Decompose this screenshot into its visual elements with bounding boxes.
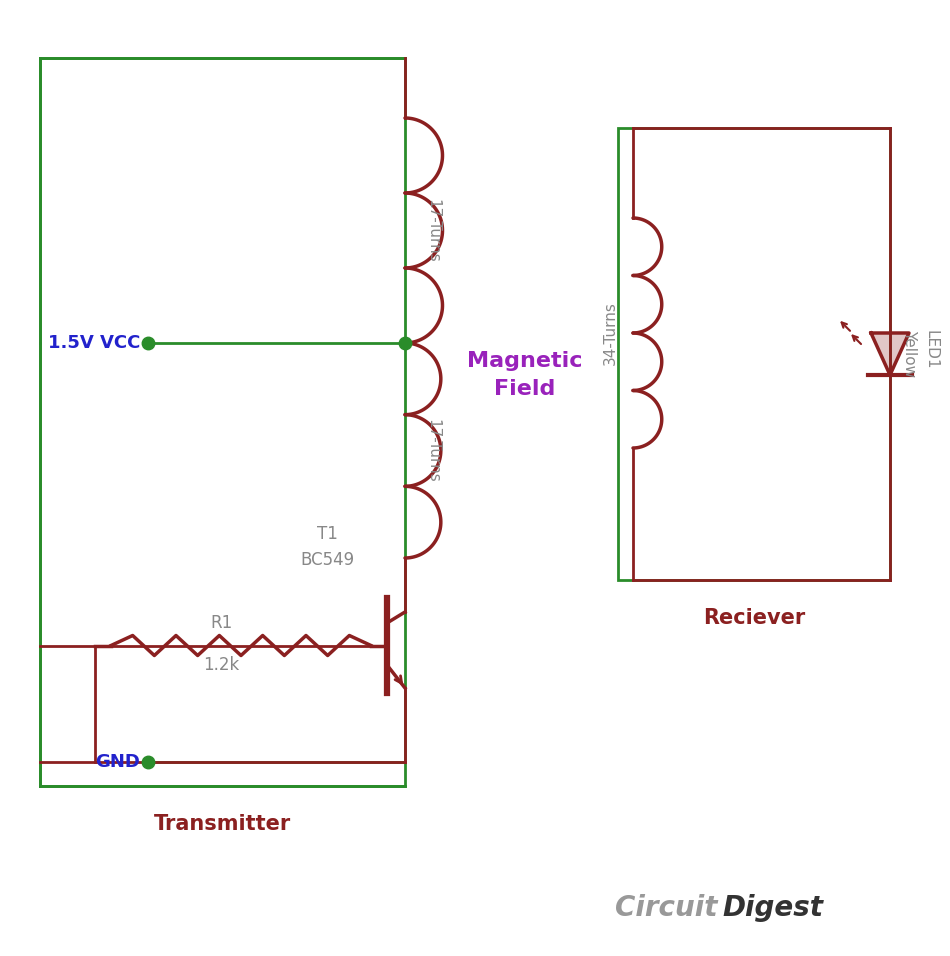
Text: GND: GND — [95, 753, 140, 771]
Text: 1.2k: 1.2k — [203, 657, 239, 675]
Text: Reciever: Reciever — [703, 608, 806, 628]
Text: 1.5V VCC: 1.5V VCC — [48, 334, 140, 352]
Text: Digest: Digest — [722, 894, 823, 922]
Text: Magnetic
Field: Magnetic Field — [467, 351, 582, 399]
Text: Transmitter: Transmitter — [154, 814, 291, 834]
Text: 17-Turns: 17-Turns — [425, 199, 440, 262]
Bar — [40, 58, 405, 786]
Text: 17-Turns: 17-Turns — [425, 419, 440, 483]
Text: Circuit: Circuit — [616, 894, 718, 922]
Bar — [618, 128, 890, 580]
Text: LED1
Yellow: LED1 Yellow — [902, 331, 938, 378]
Text: 34-Turns: 34-Turns — [603, 301, 618, 365]
Text: T1
BC549: T1 BC549 — [300, 525, 354, 569]
Polygon shape — [871, 333, 909, 375]
Text: R1: R1 — [210, 615, 232, 633]
